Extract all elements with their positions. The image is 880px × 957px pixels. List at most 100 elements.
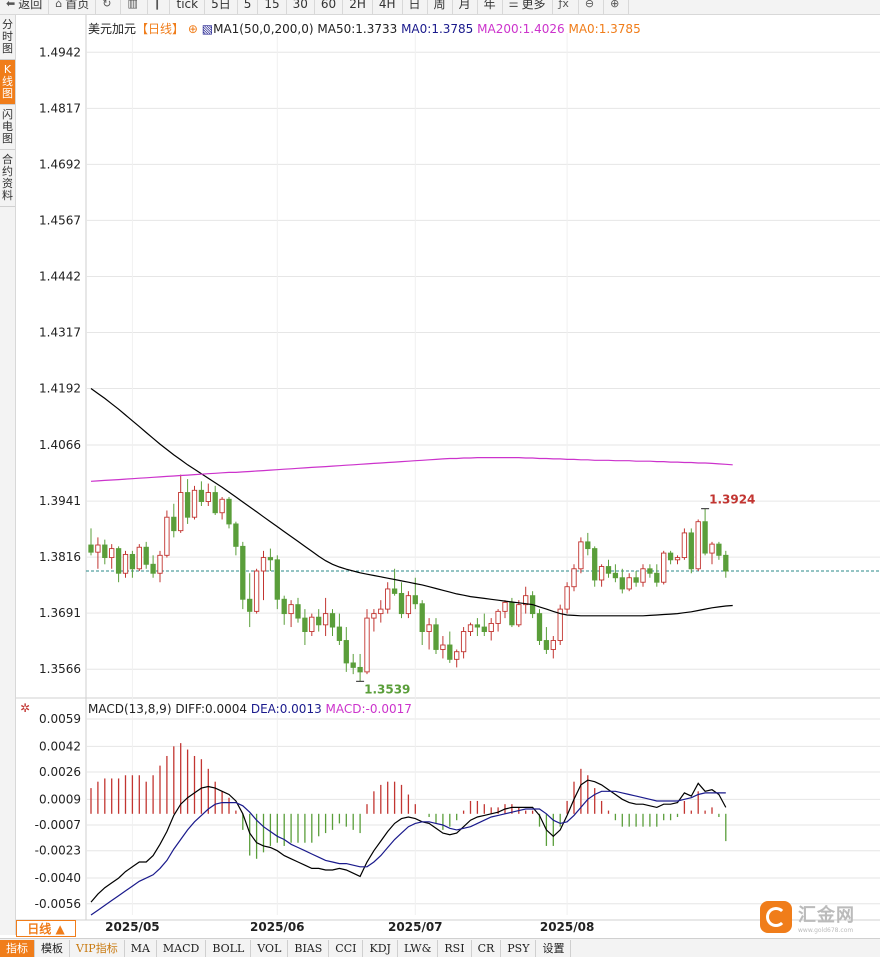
refresh-icon: ↻ bbox=[102, 0, 112, 10]
indicator-tab-8[interactable]: CCI bbox=[329, 939, 364, 957]
left-tab-3[interactable]: 合约资料 bbox=[0, 150, 15, 207]
candle-body bbox=[723, 554, 729, 572]
macd-y-tick-label: 0.0042 bbox=[39, 739, 81, 753]
settings-icon[interactable]: ⊕ bbox=[187, 22, 198, 36]
toolbar-item-20[interactable]: ⊕ bbox=[604, 0, 630, 14]
indicator-tab-6[interactable]: VOL bbox=[251, 939, 289, 957]
left-tab-0[interactable]: 分时图 bbox=[0, 15, 15, 60]
toolbar-item-14[interactable]: 周 bbox=[428, 0, 453, 14]
y-tick-label: 1.4442 bbox=[39, 269, 81, 283]
candle-body bbox=[184, 492, 191, 518]
candle-body bbox=[191, 489, 198, 518]
toolbar-item-11[interactable]: 2H bbox=[343, 0, 373, 14]
macd-title: MACD(13,8,9) bbox=[88, 702, 172, 716]
candle-body bbox=[164, 516, 170, 556]
toolbar: ⬅ 返回 ⌂ 首页 ↻ ▥ ┃ tick 5日 5 15 30 60 2H 4H 日周月年 ☰ 更多 ƒx ⊖ ⊕ bbox=[0, 0, 880, 15]
toolbar-item-5[interactable]: tick bbox=[170, 0, 206, 14]
indicator-tab-0[interactable]: 指标 bbox=[0, 939, 35, 957]
y-tick-label: 1.3816 bbox=[39, 550, 81, 564]
back-arrow-icon: ⬅ bbox=[6, 0, 16, 10]
toolbar-item-15[interactable]: 月 bbox=[453, 0, 478, 14]
x-tick-label: 2025/08 bbox=[540, 920, 594, 934]
toolbar-item-19[interactable]: ⊖ bbox=[579, 0, 605, 14]
candle-body bbox=[157, 554, 163, 574]
candle-body bbox=[253, 570, 260, 612]
candle-body bbox=[674, 557, 681, 561]
candle-body bbox=[612, 572, 619, 579]
toolbar-item-label: 5日 bbox=[211, 0, 231, 11]
toolbar-item-7[interactable]: 5 bbox=[238, 0, 259, 14]
candle-body bbox=[371, 613, 377, 619]
macd-info-line: MACD(13,8,9) DIFF:0.0004 DEA:0.0013 MACD… bbox=[88, 702, 412, 716]
toolbar-item-8[interactable]: 15 bbox=[258, 0, 287, 14]
toolbar-item-3[interactable]: ▥ bbox=[121, 0, 148, 14]
indicator-tab-11[interactable]: RSI bbox=[438, 939, 472, 957]
toolbar-item-12[interactable]: 4H bbox=[373, 0, 403, 14]
indicator-tab-13[interactable]: PSY bbox=[501, 939, 537, 957]
toolbar-item-4[interactable]: ┃ bbox=[148, 0, 171, 14]
candle-body bbox=[564, 586, 570, 610]
ma-set-label: MA1(50,0,200,0) bbox=[213, 22, 314, 36]
y-tick-label: 1.4567 bbox=[39, 213, 81, 227]
toolbar-item-label: 60 bbox=[320, 0, 337, 11]
x-tick-label: 2025/06 bbox=[250, 920, 304, 934]
candle-body bbox=[295, 604, 301, 619]
y-tick-label: 1.3691 bbox=[39, 606, 81, 620]
indicator-tab-10[interactable]: LW& bbox=[398, 939, 439, 957]
y-tick-label: 1.4692 bbox=[39, 157, 81, 171]
ma0-value-b: MA0:1.3785 bbox=[568, 22, 641, 36]
indicator-tab-3[interactable]: MA bbox=[125, 939, 157, 957]
period-label: 【日线】 bbox=[136, 22, 185, 36]
indicator-settings-icon[interactable]: ✲ bbox=[20, 701, 31, 715]
dea-line bbox=[90, 790, 726, 916]
toolbar-item-label: 2H bbox=[349, 0, 366, 11]
candle-body bbox=[102, 544, 108, 559]
toolbar-item-6[interactable]: 5日 bbox=[205, 0, 238, 14]
candle-body bbox=[316, 616, 322, 626]
candle-body bbox=[654, 572, 660, 583]
toolbar-item-label: 4H bbox=[378, 0, 396, 11]
menu-icon: ☰ bbox=[508, 0, 519, 10]
toolbar-item-1[interactable]: ⌂ 首页 bbox=[49, 0, 97, 14]
toolbar-item-16[interactable]: 年 bbox=[478, 0, 503, 14]
candle-body bbox=[109, 548, 115, 559]
indicator-tab-2[interactable]: VIP指标 bbox=[70, 939, 125, 957]
low-mark-label: 1.3539 bbox=[364, 682, 410, 696]
candle-body bbox=[115, 548, 122, 574]
toolbar-item-10[interactable]: 60 bbox=[315, 0, 344, 14]
indicator-tab-5[interactable]: BOLL bbox=[206, 939, 252, 957]
candle-body bbox=[336, 626, 343, 641]
indicator-tab-14[interactable]: 设置 bbox=[536, 939, 572, 957]
indicator-tab-9[interactable]: KDJ bbox=[363, 939, 398, 957]
candle-body bbox=[474, 624, 481, 628]
period-button[interactable]: 日线 ▲ bbox=[16, 920, 76, 937]
indicator-tab-12[interactable]: CR bbox=[472, 939, 502, 957]
candle-body bbox=[592, 548, 598, 581]
candle-body bbox=[302, 617, 308, 632]
candle-body bbox=[143, 546, 149, 565]
toolbar-item-18[interactable]: ƒx bbox=[553, 0, 579, 14]
candle-body bbox=[557, 608, 563, 641]
toolbar-item-13[interactable]: 日 bbox=[403, 0, 428, 14]
candle-body bbox=[281, 598, 287, 615]
toolbar-item-2[interactable]: ↻ bbox=[96, 0, 122, 14]
chart-icon: ▧ bbox=[201, 22, 214, 36]
candle-body bbox=[412, 595, 418, 605]
toolbar-item-label: tick bbox=[176, 0, 199, 11]
candle-body bbox=[150, 563, 156, 574]
candle-body bbox=[329, 613, 336, 628]
indicator-tab-7[interactable]: BIAS bbox=[288, 939, 330, 957]
indicator-tab-4[interactable]: MACD bbox=[157, 939, 207, 957]
candle-body bbox=[619, 577, 625, 590]
home-icon: ⌂ bbox=[55, 0, 63, 10]
x-tick-label: 2025/05 bbox=[105, 920, 159, 934]
indicator-tab-1[interactable]: 模板 bbox=[35, 939, 70, 957]
candle-body bbox=[247, 598, 253, 612]
candle-body bbox=[95, 544, 101, 553]
left-tab-2[interactable]: 闪电图 bbox=[0, 105, 15, 150]
left-tab-1[interactable]: K线图 bbox=[0, 60, 15, 105]
y-tick-label: 1.4817 bbox=[39, 101, 81, 115]
toolbar-item-9[interactable]: 30 bbox=[287, 0, 315, 14]
toolbar-item-0[interactable]: ⬅ 返回 bbox=[0, 0, 50, 14]
toolbar-item-17[interactable]: ☰ 更多 bbox=[503, 0, 553, 14]
